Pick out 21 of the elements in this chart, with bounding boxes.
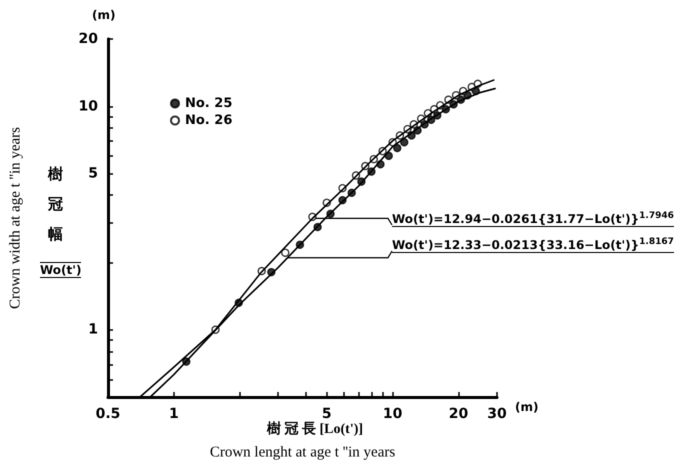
annotation: Wo(t')=12.94−0.0261{31.77−Lo(t')}$^{1.7946}$ <box>392 211 674 227</box>
text: Wo(t') <box>40 262 82 278</box>
x-tick-label: 1 <box>168 406 179 422</box>
text: 樹冠幅 <box>48 165 63 245</box>
x-tick-label: 5 <box>322 406 332 422</box>
y-tick-label: 1 <box>88 322 98 338</box>
annotation: Wo(t')=12.33−0.0213{33.16−Lo(t')}$^{1.8167}$ <box>392 237 674 253</box>
text: (m) <box>515 400 538 414</box>
text: (m) <box>92 8 116 22</box>
text: 樹 冠 長 [Lo(t')] <box>267 420 364 438</box>
y-axis-title: Crown width at age t ''in years <box>8 126 24 310</box>
x-tick-label: 20 <box>448 406 468 422</box>
y-tick-label: 5 <box>88 166 98 182</box>
x-tick-label: 10 <box>382 406 403 422</box>
x-axis-title: Crown lenght at age t ''in years <box>210 444 396 460</box>
x-tick-label: 0.5 <box>96 406 120 422</box>
legend-label: No. 25 <box>185 96 232 111</box>
y-tick-label: 20 <box>78 31 98 47</box>
y-tick-label: 10 <box>78 98 98 114</box>
legend-label: No. 26 <box>185 113 232 128</box>
x-tick-label: 30 <box>487 406 507 422</box>
